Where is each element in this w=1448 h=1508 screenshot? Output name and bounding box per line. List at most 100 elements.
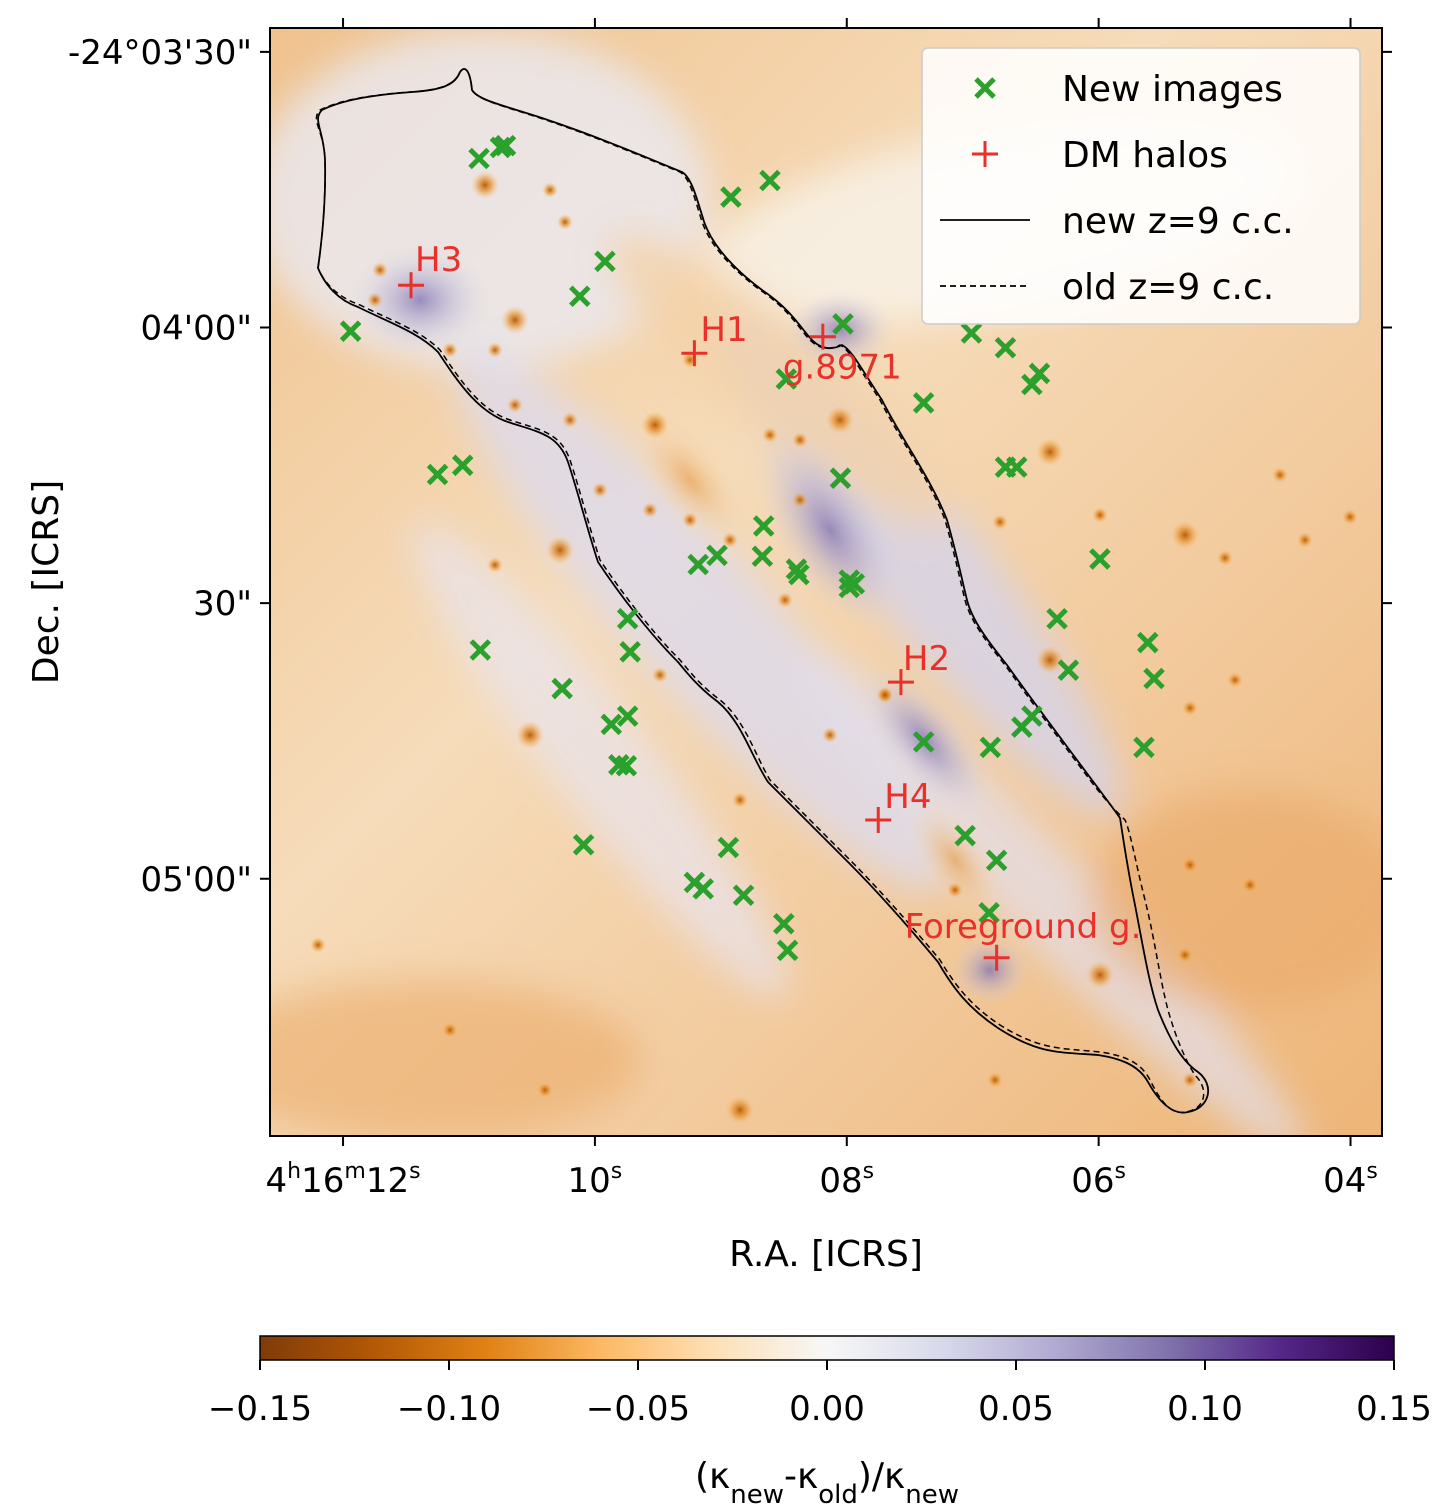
galaxy-dot: [542, 182, 558, 198]
galaxy-dot: [442, 1022, 458, 1038]
x-axis-label: R.A. [ICRS]: [729, 1234, 923, 1275]
galaxy-dot: [792, 432, 808, 448]
galaxy-dot: [777, 592, 793, 608]
new-image-marker: [912, 731, 935, 753]
new-image-marker: [960, 322, 983, 344]
galaxy-dot: [1036, 438, 1064, 466]
x-tick-label: 10s: [568, 1159, 623, 1201]
new-image-marker: [832, 313, 854, 335]
galaxy-dot: [310, 937, 326, 953]
galaxy-dot: [546, 536, 574, 564]
galaxy-dot: [1242, 877, 1258, 893]
y-axis-ticks: -24°03'30" 04'00" 30" 05'00": [68, 33, 1392, 900]
y-tick-label: 05'00": [140, 860, 252, 900]
legend-label: new z=9 c.c.: [1062, 201, 1294, 242]
new-image-marker: [985, 849, 1008, 872]
new-image-marker: [1057, 659, 1080, 681]
galaxy-dot: [826, 406, 854, 434]
dm-halo-marker: [809, 323, 836, 350]
galaxy-dot: [1092, 507, 1108, 523]
new-image-marker: [773, 913, 795, 935]
colorbar-tick-label: 0.15: [1356, 1389, 1432, 1429]
legend-entry: New images: [974, 69, 1283, 110]
galaxy-dot: [732, 792, 748, 808]
new-image-marker: [978, 901, 1000, 924]
new-image-marker: [1136, 631, 1159, 654]
colorbar-tick-label: −0.10: [397, 1389, 501, 1429]
new-image-marker: [594, 250, 616, 273]
y-axis-label: Dec. [ICRS]: [26, 480, 67, 684]
new-image-marker: [600, 713, 623, 736]
new-image-marker: [954, 824, 976, 847]
halo-label: H3: [415, 240, 462, 280]
galaxy-dot: [947, 882, 963, 898]
galaxy-dot: [1036, 646, 1064, 674]
galaxy-dot: [562, 412, 578, 428]
galaxy-dot: [1182, 1072, 1198, 1088]
galaxy-dot: [726, 1096, 754, 1124]
new-image-marker: [994, 336, 1017, 359]
colorbar-ticks: −0.15 −0.10 −0.05 0.00 0.05 0.10 0.15: [208, 1360, 1432, 1429]
new-image-marker: [468, 147, 490, 170]
legend-entry: DM halos: [972, 135, 1228, 176]
galaxy-dot: [1086, 961, 1114, 989]
galaxy-dot: [762, 427, 778, 443]
galaxy-dot: [516, 721, 544, 749]
new-image-marker: [829, 467, 852, 489]
critical-curve-new: [317, 68, 1209, 1114]
galaxy-dot: [471, 171, 499, 199]
galaxy-dot: [367, 292, 383, 308]
dm-halo-marker: [887, 669, 914, 696]
dm-halo-markers: H3 H1 g.8971 H2 H4 Foreground g.: [398, 240, 1141, 971]
new-image-marker: [776, 939, 799, 962]
new-image-marker: [752, 515, 775, 537]
colorbar-bar: [259, 1335, 1395, 1361]
new-image-marker: [615, 754, 638, 777]
colorbar-tick-label: −0.15: [208, 1389, 312, 1429]
galaxy-dot: [1342, 509, 1358, 525]
galaxy-dot: [507, 397, 523, 413]
x-tick-label: 06s: [1071, 1159, 1126, 1201]
new-image-marker: [469, 639, 492, 661]
plot-frame: [269, 27, 1383, 1137]
y-tick-label: 04'00": [140, 309, 252, 349]
halo-label: Foreground g.: [905, 907, 1142, 947]
new-image-marker: [732, 884, 755, 907]
galaxy-dot: [372, 262, 388, 278]
new-image-marker: [759, 169, 781, 192]
new-image-marker: [717, 836, 740, 859]
x-tick-label: 04s: [1323, 1159, 1378, 1201]
new-image-marker: [1046, 607, 1068, 630]
galaxy-dot: [1177, 947, 1193, 963]
galaxy-dot: [652, 667, 668, 683]
dm-halo-marker: [681, 340, 708, 367]
galaxy-dot: [682, 512, 698, 528]
halo-label: g.8971: [783, 348, 902, 388]
member-galaxy-dots: [310, 171, 1358, 1124]
new-image-marker: [1143, 667, 1165, 690]
galaxy-dot: [792, 492, 808, 508]
galaxy-dot: [1171, 521, 1199, 549]
new-image-marker: [843, 573, 866, 595]
galaxy-dot: [1217, 550, 1233, 566]
new-image-marker: [494, 134, 517, 157]
colorbar-tick-label: 0.05: [978, 1389, 1054, 1429]
new-image-marker: [619, 641, 641, 663]
colorbar-tick-label: −0.05: [586, 1389, 690, 1429]
new-image-marker: [979, 736, 1002, 759]
new-image-marker: [1089, 548, 1111, 570]
galaxy-dot: [1182, 857, 1198, 873]
new-image-marker: [551, 677, 573, 700]
galaxy-dot: [592, 482, 608, 498]
galaxy-dot: [537, 1082, 553, 1098]
galaxy-dot: [992, 514, 1008, 530]
map-panel: H3 H1 g.8971 H2 H4 Foreground g. 4h16m12s 10s 0…: [26, 18, 1392, 1275]
dm-halo-marker: [398, 272, 425, 299]
galaxy-dot: [501, 306, 529, 334]
galaxy-dot: [722, 532, 738, 548]
galaxy-dot: [642, 502, 658, 518]
new-image-marker: [1021, 373, 1043, 396]
new-image-marker: [687, 553, 709, 576]
new-image-marker: [616, 607, 639, 630]
